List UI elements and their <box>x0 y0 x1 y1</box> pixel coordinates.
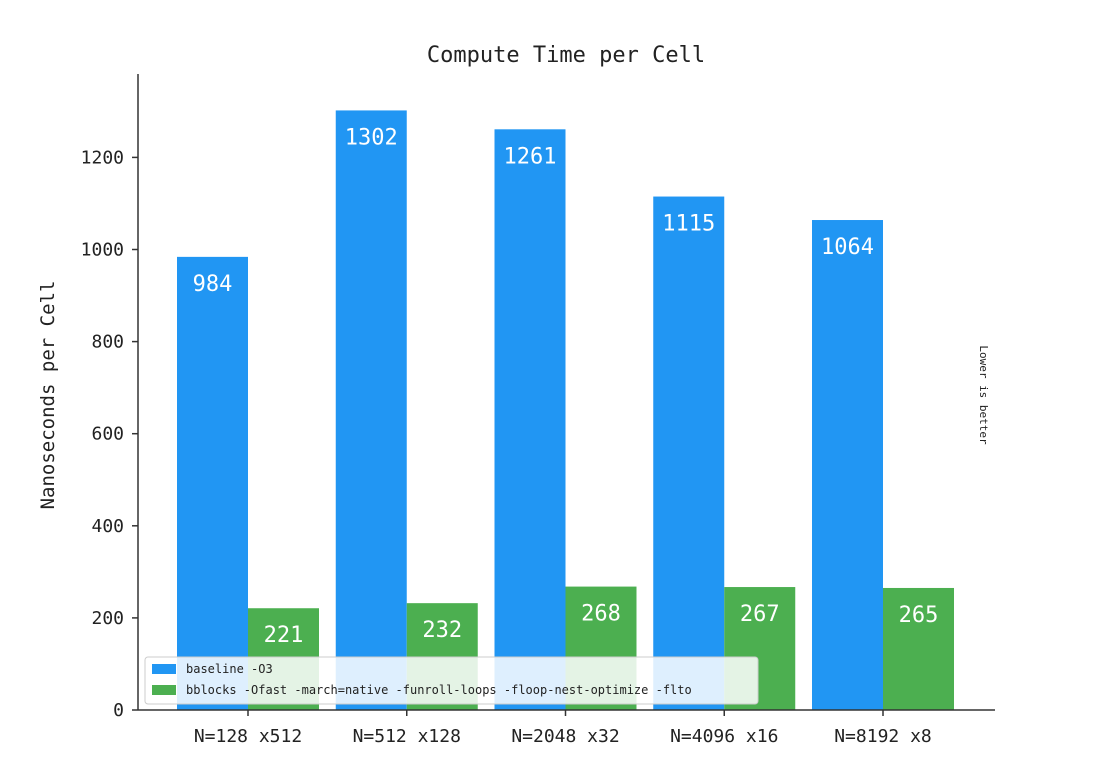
bar-label-baseline-0: 984 <box>193 272 233 297</box>
bar-label-bblocks-0: 221 <box>264 623 304 648</box>
x-tick-label-0: N=128 x512 <box>194 726 302 747</box>
bar-baseline-3 <box>653 196 725 711</box>
bar-baseline-0 <box>177 256 248 710</box>
bar-baseline-1 <box>335 110 407 710</box>
x-tick-label-3: N=4096 x16 <box>670 726 778 747</box>
y-tick-label-3: 600 <box>91 424 124 445</box>
bar-baseline-4 <box>812 220 883 710</box>
bar-label-bblocks-4: 265 <box>899 603 939 628</box>
annotation-lower-is-better: Lower is better <box>977 345 990 445</box>
y-tick-label-4: 800 <box>91 332 124 353</box>
y-tick-label-2: 400 <box>91 516 124 537</box>
bar-label-baseline-3: 1115 <box>662 212 715 237</box>
legend: baseline -O3 bblocks -Ofast -march=nativ… <box>144 656 759 705</box>
legend-swatch-baseline <box>152 664 176 674</box>
x-tick-label-2: N=2048 x32 <box>511 726 619 747</box>
bar-label-baseline-2: 1261 <box>504 144 557 169</box>
x-tick-label-1: N=512 x128 <box>353 726 461 747</box>
bar-labels-group: 984 1302 1261 1115 1064 221 232 268 267 265 <box>193 125 939 648</box>
legend-label-baseline: baseline -O3 <box>186 662 273 676</box>
x-ticks-group: N=128 x512 N=512 x128 N=2048 x32 N=4096 x16… <box>194 710 932 747</box>
bar-label-bblocks-3: 267 <box>740 602 780 627</box>
y-tick-label-6: 1200 <box>81 147 124 168</box>
bar-label-baseline-1: 1302 <box>345 125 398 150</box>
bar-label-bblocks-2: 268 <box>581 602 621 627</box>
y-ticks-group: 0 200 400 600 800 1000 1200 <box>81 147 138 721</box>
bar-label-bblocks-1: 232 <box>422 618 462 643</box>
legend-label-bblocks: bblocks -Ofast -march=native -funroll-lo… <box>186 683 692 697</box>
legend-box <box>144 656 759 705</box>
bar-bblocks-4 <box>883 587 954 710</box>
bar-baseline-2 <box>494 129 566 710</box>
y-tick-label-1: 200 <box>91 608 124 629</box>
bar-label-baseline-4: 1064 <box>821 235 874 260</box>
bars-group <box>177 110 954 711</box>
y-tick-label-0: 0 <box>113 700 124 721</box>
x-tick-label-4: N=8192 x8 <box>834 726 932 747</box>
y-tick-label-5: 1000 <box>81 240 124 261</box>
legend-swatch-bblocks <box>152 685 176 695</box>
chart-title: Compute Time per Cell <box>427 43 705 68</box>
y-axis-label: Nanoseconds per Cell <box>37 281 59 510</box>
